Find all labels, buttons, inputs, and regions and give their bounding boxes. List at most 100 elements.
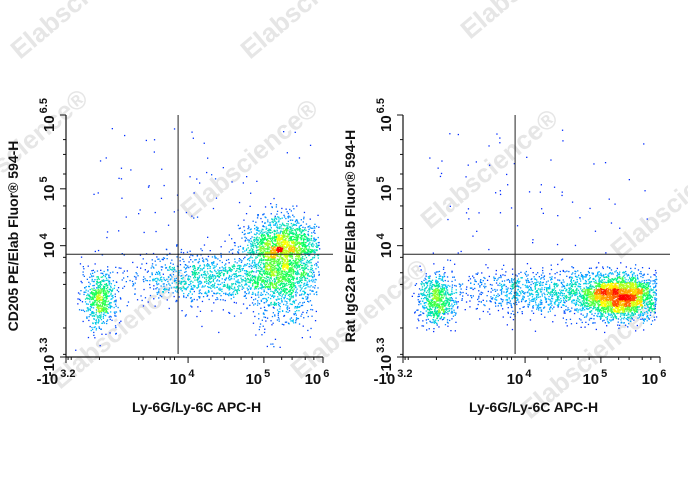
event-dot xyxy=(244,233,246,235)
event-dot xyxy=(269,281,271,283)
event-dot xyxy=(433,316,435,318)
event-dot xyxy=(436,298,438,300)
event-dot xyxy=(280,252,282,254)
event-dot xyxy=(252,291,254,294)
event-dot xyxy=(95,327,98,330)
event-dot xyxy=(303,272,305,274)
event-dot xyxy=(301,241,303,244)
event-dot xyxy=(102,292,105,294)
event-dot xyxy=(304,251,306,253)
event-dot xyxy=(265,265,267,267)
event-dot xyxy=(421,281,423,283)
event-dot xyxy=(261,241,263,243)
event-dot xyxy=(314,287,316,289)
event-dot xyxy=(260,262,262,264)
event-dot xyxy=(247,281,249,283)
event-dot xyxy=(153,278,155,280)
event-dot xyxy=(176,244,178,246)
event-dot xyxy=(283,239,285,241)
event-dot xyxy=(190,280,192,282)
event-dot xyxy=(292,219,294,221)
event-dot xyxy=(435,301,437,303)
event-dot xyxy=(259,246,262,248)
event-dot xyxy=(277,316,280,319)
event-dot xyxy=(170,269,173,271)
event-dot xyxy=(266,267,268,269)
event-dot xyxy=(293,245,295,248)
event-dot xyxy=(272,322,274,324)
event-dot xyxy=(423,283,425,285)
event-dot xyxy=(273,296,275,299)
event-dot xyxy=(318,274,320,276)
x-tick-exponent: 3.2 xyxy=(60,368,75,380)
event-dot xyxy=(431,286,433,289)
event-dot xyxy=(293,276,295,278)
event-dot xyxy=(219,293,221,295)
event-dot xyxy=(90,312,93,314)
event-dot xyxy=(210,276,212,278)
event-dot xyxy=(299,257,302,259)
event-dot xyxy=(198,283,200,285)
event-dot xyxy=(298,227,300,229)
event-dot xyxy=(287,225,289,227)
event-dot xyxy=(317,246,319,248)
event-dot xyxy=(105,333,107,335)
event-dot xyxy=(114,315,116,317)
event-dot xyxy=(438,289,441,291)
event-dot xyxy=(154,305,156,307)
event-dot xyxy=(271,280,274,282)
event-dot xyxy=(267,269,269,271)
event-dot xyxy=(427,282,429,284)
event-dot xyxy=(290,261,293,263)
event-dot xyxy=(283,270,286,273)
event-dot xyxy=(241,231,244,233)
event-dot xyxy=(261,267,263,269)
event-dot xyxy=(214,270,216,272)
event-dot xyxy=(289,300,291,302)
event-dot xyxy=(289,268,291,270)
event-dot xyxy=(202,276,204,278)
event-dot xyxy=(103,310,105,312)
event-dot xyxy=(424,307,426,309)
event-dot xyxy=(109,304,111,306)
event-dot xyxy=(297,273,299,275)
event-dot xyxy=(288,275,291,277)
event-dot xyxy=(256,263,258,266)
event-dot xyxy=(201,292,203,295)
event-dot xyxy=(279,263,282,265)
event-dot xyxy=(296,266,298,269)
event-dot xyxy=(446,299,448,301)
event-dot xyxy=(158,290,160,292)
event-dot xyxy=(288,245,290,248)
event-dot xyxy=(272,285,274,287)
event-dot xyxy=(311,250,313,252)
event-dot xyxy=(271,284,274,286)
event-dot xyxy=(161,258,163,260)
event-dot xyxy=(265,259,267,262)
event-dot xyxy=(261,279,263,281)
event-dot xyxy=(277,234,279,236)
event-dot xyxy=(251,274,253,277)
event-dot xyxy=(120,167,123,169)
event-dot xyxy=(298,259,300,261)
event-dot xyxy=(417,295,419,298)
event-dot xyxy=(307,284,309,286)
event-dot xyxy=(189,265,192,268)
event-dot xyxy=(278,260,280,262)
event-dot xyxy=(207,267,209,270)
event-dot xyxy=(280,298,282,300)
event-dot xyxy=(309,286,311,288)
event-dot xyxy=(438,283,441,285)
event-dot xyxy=(424,296,426,299)
event-dot xyxy=(260,241,262,244)
event-dot xyxy=(273,303,275,305)
event-dot xyxy=(231,293,233,295)
event-dot xyxy=(293,246,295,249)
event-dot xyxy=(82,309,84,311)
event-dot xyxy=(267,288,269,290)
event-dot xyxy=(224,264,226,266)
event-dot xyxy=(286,308,289,311)
event-dot xyxy=(273,257,275,259)
event-dot xyxy=(435,280,437,282)
event-dot xyxy=(254,286,256,288)
